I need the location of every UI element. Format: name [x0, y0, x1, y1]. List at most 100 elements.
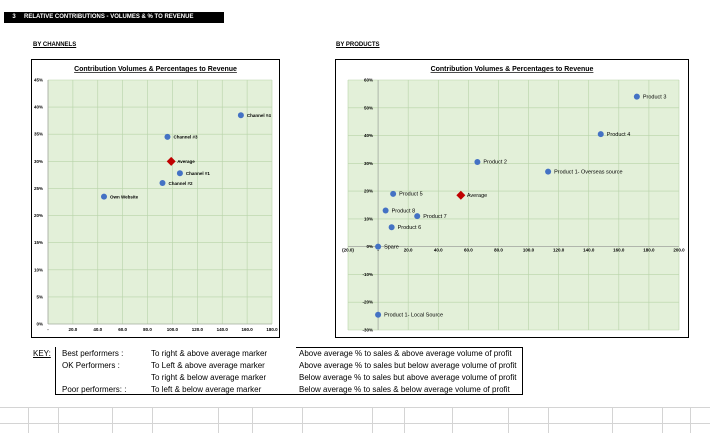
y-tick-label: 0%: [366, 244, 373, 249]
y-tick-label: 20%: [364, 189, 373, 194]
x-tick-label: 100.0: [167, 327, 179, 332]
sheet-column-line: [662, 407, 663, 433]
plot-area: [48, 80, 272, 324]
point-label: Channel #4: [247, 113, 272, 118]
data-point: [545, 168, 552, 175]
y-tick-label: 10%: [364, 216, 373, 221]
y-tick-label: 0%: [36, 322, 43, 327]
x-tick-label: 160.0: [613, 248, 625, 253]
point-label: Channel #1: [186, 171, 211, 176]
sheet-column-line: [690, 407, 691, 433]
section-title: RELATIVE CONTRIBUTIONS - VOLUMES & % TO …: [24, 14, 194, 20]
x-tick-label: 120.0: [553, 248, 565, 253]
key-description: Below average % to sales & below average…: [299, 385, 510, 394]
point-label: Product 3: [643, 94, 667, 100]
products-chart-svg: Contribution Volumes & Percentages to Re…: [342, 66, 685, 333]
sheet-column-line: [548, 407, 549, 433]
key-description: Above average % to sales but below avera…: [299, 361, 517, 370]
y-tick-label: 40%: [34, 105, 43, 110]
by-products-heading: BY PRODUCTS: [336, 42, 380, 48]
x-tick-label: 40.0: [93, 327, 102, 332]
x-tick-label: 180.0: [643, 248, 655, 253]
y-tick-label: 35%: [34, 132, 43, 137]
x-tick-label: 80.0: [494, 248, 503, 253]
y-tick-label: 5%: [36, 294, 43, 299]
sheet-gridline: [0, 423, 710, 424]
key-category: OK Performers :: [62, 361, 120, 370]
data-point: [414, 213, 421, 220]
x-tick-label: 40.0: [434, 248, 443, 253]
y-tick-label: 30%: [34, 159, 43, 164]
data-point: [382, 207, 389, 214]
sheet-column-line: [152, 407, 153, 433]
y-tick-label: 30%: [364, 161, 373, 166]
point-label: Channel #2: [168, 181, 193, 186]
data-point: [101, 193, 107, 200]
key-description: Below average % to sales but above avera…: [299, 373, 517, 382]
key-table-border: [296, 347, 522, 360]
key-position: To right & below average marker: [151, 373, 267, 382]
y-tick-label: 15%: [34, 240, 43, 245]
x-tick-label: 160.0: [241, 327, 253, 332]
products-chart[interactable]: Contribution Volumes & Percentages to Re…: [335, 59, 689, 338]
x-tick-label: 180.0: [266, 327, 278, 332]
by-channels-heading: BY CHANNELS: [33, 42, 77, 48]
point-label: Product 1- Local Source: [384, 313, 443, 319]
sheet-column-line: [218, 407, 219, 433]
data-point: [237, 112, 244, 119]
y-tick-label: -10%: [362, 272, 373, 277]
data-point: [159, 180, 166, 187]
y-tick-label: 60%: [364, 78, 373, 83]
x-tick-label: 140.0: [217, 327, 229, 332]
sheet-column-line: [252, 407, 253, 433]
data-point: [597, 131, 604, 138]
sheet-column-line: [58, 407, 59, 433]
x-tick-label: 140.0: [583, 248, 595, 253]
key-category: Poor performers: :: [62, 385, 127, 394]
x-tick-label: -: [47, 327, 49, 332]
point-label: Product 7: [423, 214, 447, 220]
average-marker: [166, 156, 176, 166]
point-label: Average: [467, 193, 487, 199]
data-point: [388, 224, 395, 231]
x-tick-label: -: [377, 248, 379, 253]
sheet-column-line: [372, 407, 373, 433]
x-tick-label: 60.0: [464, 248, 473, 253]
point-label: Product 1- Overseas source: [554, 169, 622, 175]
point-label: Average: [177, 159, 195, 164]
sheet-column-line: [112, 407, 113, 433]
y-tick-label: 50%: [364, 105, 373, 110]
x-tick-label: 120.0: [192, 327, 204, 332]
x-tick-label: 80.0: [143, 327, 152, 332]
data-point: [633, 93, 640, 100]
x-tick-label: 20.0: [69, 327, 78, 332]
point-label: Product 2: [483, 160, 507, 166]
y-tick-label: -30%: [362, 328, 373, 333]
point-label: Spare: [384, 244, 399, 250]
key-position: To Left & above average marker: [151, 361, 265, 370]
chart-title: Contribution Volumes & Percentages to Re…: [74, 66, 237, 73]
point-label: Product 5: [399, 192, 423, 198]
sheet-gridline: [0, 407, 710, 408]
data-point: [176, 170, 183, 177]
key-table: [55, 347, 523, 395]
key-category: Best performers :: [62, 349, 124, 358]
section-header: 3 RELATIVE CONTRIBUTIONS - VOLUMES & % TO…: [4, 12, 224, 23]
sheet-column-line: [404, 407, 405, 433]
key-position: To left & below average marker: [151, 385, 262, 394]
data-point: [375, 311, 382, 318]
point-label: Product 6: [398, 225, 422, 231]
data-point: [474, 158, 481, 165]
y-tick-label: 20%: [34, 213, 43, 218]
y-tick-label: 10%: [34, 267, 43, 272]
key-label: KEY:: [33, 349, 51, 358]
data-point: [375, 243, 382, 250]
key-description: Above average % to sales & above average…: [299, 349, 512, 358]
x-tick-label: 20.0: [404, 248, 413, 253]
average-marker: [456, 190, 466, 200]
sheet-column-line: [302, 407, 303, 433]
sheet-column-line: [452, 407, 453, 433]
x-tick-label: 60.0: [118, 327, 127, 332]
channels-chart[interactable]: Contribution Volumes & Percentages to Re…: [31, 59, 280, 338]
y-tick-label: 40%: [364, 133, 373, 138]
